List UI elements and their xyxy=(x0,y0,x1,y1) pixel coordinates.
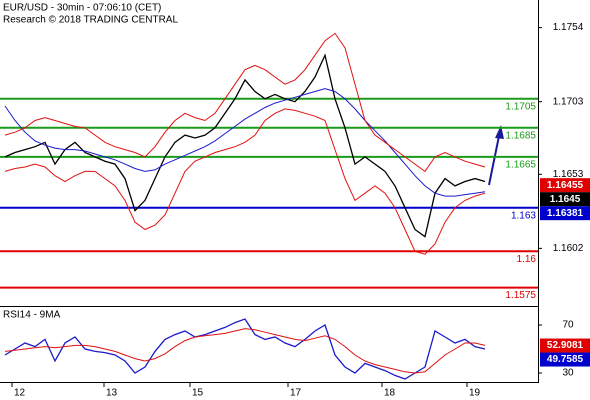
y-tick-label: 70 xyxy=(562,320,574,331)
arrow-shaft xyxy=(488,135,500,186)
x-tick-label: 15 xyxy=(192,388,204,399)
y-tick-label: 1.1754 xyxy=(553,22,584,33)
level-label: 1.1705 xyxy=(505,101,536,112)
series-line xyxy=(4,318,486,380)
value-box-label: 49.7585 xyxy=(547,354,584,365)
x-tick-label: 18 xyxy=(384,388,396,399)
level-label: 1.16 xyxy=(517,254,537,265)
value-box-label: 1.16381 xyxy=(547,208,584,219)
level-label: 1.163 xyxy=(511,210,536,221)
x-tick-label: 13 xyxy=(106,388,118,399)
series-line xyxy=(4,32,486,173)
value-box-bg xyxy=(540,192,590,207)
copyright: Research © 2018 TRADING CENTRAL xyxy=(3,15,178,26)
series-line xyxy=(4,53,486,238)
value-box: 1.1645 xyxy=(540,192,590,207)
level-label: 1.1665 xyxy=(505,159,536,170)
series-line xyxy=(4,88,486,197)
chart-title: EUR/USD - 30min - 07:06:10 (CET) xyxy=(3,3,161,14)
value-box: 1.16381 xyxy=(540,206,590,221)
y-tick-label: 1.1703 xyxy=(553,96,584,107)
y-tick-label: 1.1653 xyxy=(553,169,584,180)
value-box-bg xyxy=(540,352,590,367)
y-tick-label: 30 xyxy=(562,368,574,379)
value-box-label: 52.9081 xyxy=(547,340,584,351)
series-line xyxy=(4,328,486,374)
value-box: 52.9081 xyxy=(540,338,590,353)
y-tick-label: 1.1602 xyxy=(553,243,584,254)
value-box-bg xyxy=(540,178,590,193)
level-label: 1.1685 xyxy=(505,130,536,141)
x-tick-label: 17 xyxy=(290,388,302,399)
value-box-bg xyxy=(540,338,590,353)
x-tick-label: 19 xyxy=(469,388,481,399)
value-box-label: 1.1645 xyxy=(550,194,581,205)
value-box-label: 1.16455 xyxy=(547,180,584,191)
series-line xyxy=(4,108,486,255)
value-box: 1.16455 xyxy=(540,178,590,193)
value-box: 49.7585 xyxy=(540,352,590,367)
rsi-title: RSI14 - 9MA xyxy=(3,310,61,321)
level-label: 1.1575 xyxy=(505,290,536,301)
x-tick-label: 12 xyxy=(14,388,26,399)
value-box-bg xyxy=(540,206,590,221)
